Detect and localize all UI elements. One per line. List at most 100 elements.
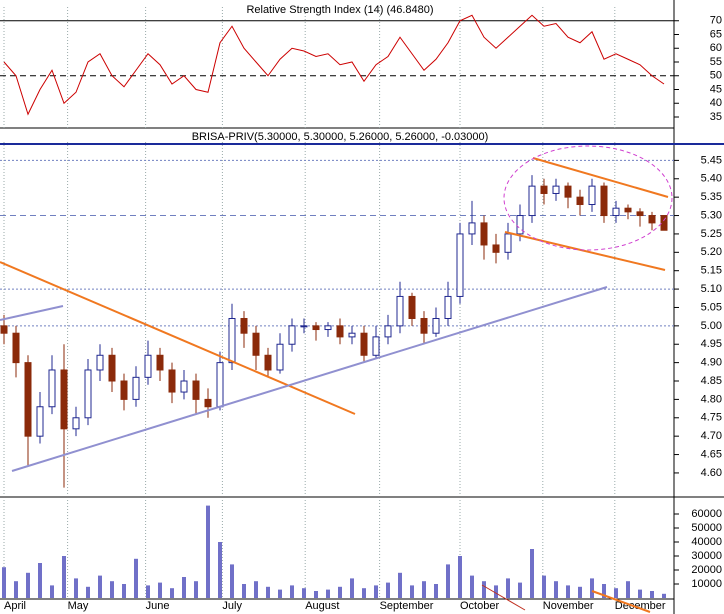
volume-bar: [518, 582, 522, 598]
candle-body: [540, 185, 548, 194]
volume-bar: [230, 564, 234, 598]
volume-bar: [482, 581, 486, 598]
volume-bar: [170, 588, 174, 598]
volume-bar: [2, 567, 6, 598]
volume-bar: [662, 593, 666, 598]
x-tick-label: October: [460, 600, 499, 612]
candle-body: [408, 295, 416, 319]
y-tick-label: 4.95: [701, 338, 722, 350]
y-tick-label: 60000: [691, 508, 722, 520]
volume-bar: [350, 578, 354, 598]
volume-bar: [386, 582, 390, 598]
candle-body: [156, 354, 164, 371]
volume-bar: [446, 564, 450, 598]
volume-bar: [326, 589, 330, 598]
volume-bar: [542, 575, 546, 598]
x-tick-label: November: [543, 600, 594, 612]
trendline: [11, 286, 608, 472]
volume-bar: [470, 575, 474, 598]
rsi-line: [3, 14, 665, 116]
y-tick-label: 5.35: [701, 191, 722, 203]
rsi-title: Relative Strength Index (14) (46.8480): [246, 4, 433, 16]
candle-body: [288, 325, 296, 345]
y-tick-label: 4.65: [701, 448, 722, 460]
candle-body: [48, 369, 56, 408]
volume-bar: [38, 563, 42, 598]
volume-bar: [602, 584, 606, 598]
candle-body: [144, 354, 152, 378]
volume-bar: [506, 578, 510, 598]
candle-body: [432, 318, 440, 334]
y-tick-label: 4.85: [701, 375, 722, 387]
candle-body: [372, 336, 380, 356]
candle-body: [360, 332, 368, 356]
candle-body: [24, 362, 32, 437]
y-tick-label: 40: [710, 97, 722, 109]
volume-bar: [146, 585, 150, 598]
volume-bar: [182, 577, 186, 598]
candle-body: [552, 185, 560, 194]
candle-body: [336, 325, 344, 338]
highlight-ellipse: [503, 145, 673, 251]
trendline: [504, 231, 666, 271]
volume-bar: [422, 581, 426, 598]
volume-bar: [302, 588, 306, 598]
price-title: BRISA-PRIV(5.30000, 5.30000, 5.26000, 5.…: [192, 131, 489, 143]
volume-bar: [206, 505, 210, 598]
y-tick-label: 35: [710, 111, 722, 123]
y-tick-label: 60: [710, 42, 722, 54]
x-tick-label: June: [146, 600, 170, 612]
volume-bar: [266, 586, 270, 598]
candle-body: [636, 211, 644, 217]
y-tick-label: 45: [710, 83, 722, 95]
volume-bar: [278, 589, 282, 598]
candle-body: [624, 207, 632, 213]
volume-bar: [398, 572, 402, 598]
candle-body: [480, 222, 488, 246]
candle-body: [660, 215, 668, 231]
volume-bar: [26, 572, 30, 598]
y-tick-label: 50000: [691, 522, 722, 534]
volume-bar: [338, 586, 342, 598]
candle-body: [300, 325, 308, 328]
volume-bar: [530, 549, 534, 598]
volume-bar: [218, 542, 222, 598]
candle-body: [252, 332, 260, 356]
y-tick-label: 70: [710, 15, 722, 27]
y-tick-label: 4.70: [701, 430, 722, 442]
x-tick-label: May: [68, 600, 89, 612]
volume-bar: [638, 589, 642, 598]
candle-body: [492, 244, 500, 253]
candle-body: [204, 398, 212, 408]
candle-body: [192, 380, 200, 400]
volume-bar: [590, 578, 594, 598]
y-tick-label: 4.60: [701, 467, 722, 479]
x-tick-label: July: [222, 600, 242, 612]
candle-body: [264, 354, 272, 371]
y-tick-label: 5.20: [701, 246, 722, 258]
volume-bar: [50, 585, 54, 598]
volume-bar: [86, 586, 90, 598]
y-tick-label: 4.90: [701, 357, 722, 369]
candle-body: [564, 185, 572, 198]
y-tick-label: 5.45: [701, 154, 722, 166]
y-tick-label: 5.15: [701, 265, 722, 277]
volume-bar: [566, 585, 570, 598]
x-tick-label: August: [305, 600, 339, 612]
y-tick-label: 10000: [691, 578, 722, 590]
volume-bar: [194, 581, 198, 598]
candle-body: [384, 325, 392, 338]
candle-body: [456, 233, 464, 297]
y-tick-label: 55: [710, 56, 722, 68]
candle-body: [588, 185, 596, 206]
candle-body: [0, 325, 8, 334]
candle-body: [216, 362, 224, 408]
volume-bar: [290, 585, 294, 598]
candle-body: [36, 406, 44, 437]
volume-bar: [14, 581, 18, 598]
x-tick-label: September: [380, 600, 434, 612]
candle-body: [504, 233, 512, 253]
candle-body: [576, 196, 584, 206]
